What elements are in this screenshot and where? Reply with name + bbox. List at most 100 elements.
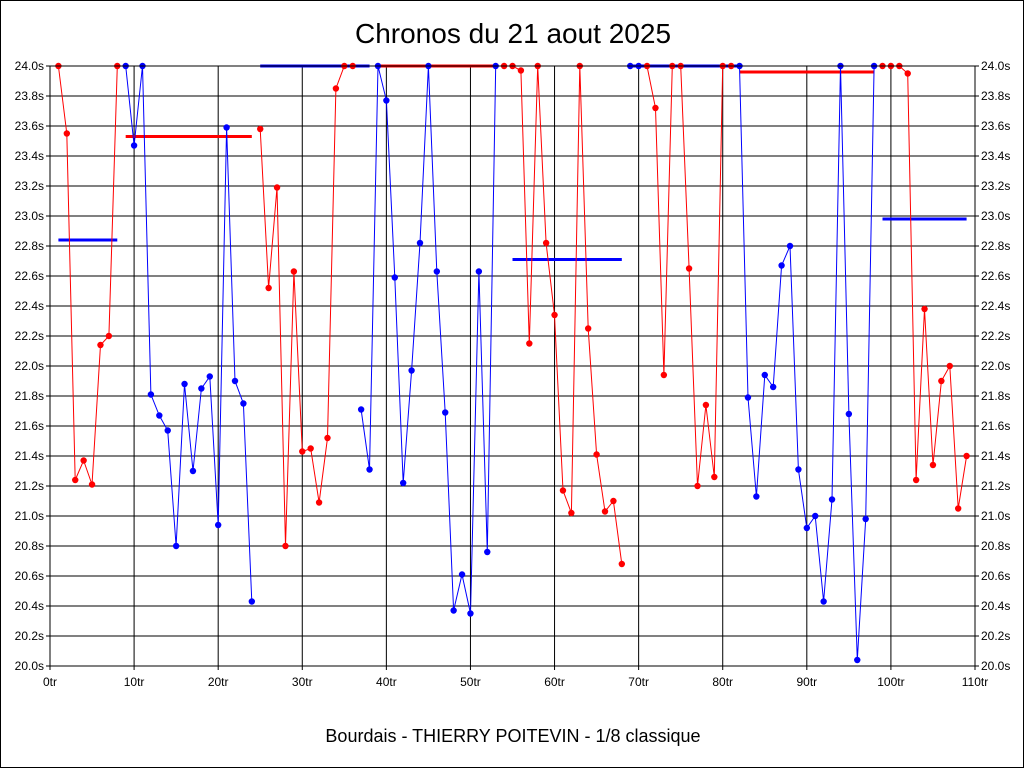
y-tick-label: 22.4s — [15, 299, 44, 313]
data-point — [408, 367, 415, 374]
data-point — [307, 445, 314, 452]
data-point — [475, 268, 483, 275]
y-axis-left: 20.0s 20.2s 20.4s 20.6s 20.8s 21.0s 21.2s 21.4s… — [15, 59, 50, 673]
data-point — [702, 401, 710, 409]
data-point — [542, 239, 550, 247]
data-point — [618, 560, 626, 568]
y-axis-right: 20.0s 20.2s 20.4s 20.6s 20.8s 21.0s 21.2s 21.4s… — [975, 59, 1010, 673]
data-point — [63, 130, 71, 137]
data-point — [72, 476, 79, 484]
series-6-red — [643, 62, 735, 490]
y-tick-label: 23.6s — [15, 119, 44, 133]
data-point — [80, 457, 87, 464]
data-point — [282, 542, 289, 550]
data-point — [744, 394, 752, 401]
y-tick-label: 22.0s — [15, 359, 44, 373]
data-point — [484, 548, 491, 556]
data-point — [526, 340, 533, 347]
plot-area — [49, 65, 976, 667]
x-tick-label: 110tr — [962, 675, 988, 689]
data-point — [130, 142, 138, 149]
data-point — [946, 362, 953, 370]
data-point — [240, 400, 247, 407]
y-tick-label: 24.0s — [15, 59, 44, 73]
data-point — [845, 410, 853, 418]
y-tick-label-right: 21.8s — [981, 389, 1010, 403]
data-point — [954, 505, 962, 512]
y-tick-label-right: 21.2s — [981, 479, 1010, 493]
y-tick-label-right: 20.0s — [981, 659, 1010, 673]
y-tick-label: 22.2s — [15, 329, 44, 343]
data-point — [357, 406, 365, 413]
x-tick-label: 30tr — [292, 675, 313, 689]
data-point — [660, 371, 668, 379]
x-tick-label: 10tr — [124, 675, 145, 689]
data-point — [265, 284, 272, 292]
chart-title: Chronos du 21 aout 2025 — [355, 18, 671, 49]
y-tick-label-right: 21.6s — [981, 419, 1010, 433]
data-point — [223, 124, 230, 131]
data-point — [820, 598, 827, 605]
y-tick-label-right: 20.2s — [981, 629, 1010, 643]
y-tick-label: 21.8s — [15, 389, 44, 403]
x-tick-label: 20tr — [208, 675, 229, 689]
data-point — [164, 427, 171, 434]
data-point — [769, 383, 777, 391]
y-tick-label-right: 23.2s — [981, 179, 1010, 193]
y-tick-label-right: 22.0s — [981, 359, 1010, 373]
data-point — [795, 466, 802, 473]
y-tick-label: 20.8s — [15, 539, 44, 553]
data-point — [156, 412, 163, 419]
data-point — [963, 452, 970, 460]
data-point — [248, 598, 256, 605]
data-point — [584, 325, 592, 332]
data-point — [467, 610, 474, 617]
data-point — [551, 311, 558, 319]
data-point — [214, 521, 222, 529]
series-2-red — [257, 62, 356, 550]
y-tick-label-right: 20.8s — [981, 539, 1010, 553]
data-point — [685, 265, 693, 272]
data-point — [761, 371, 768, 379]
series-line — [882, 65, 968, 509]
data-point — [912, 476, 920, 484]
data-point — [458, 571, 466, 578]
data-point — [862, 515, 869, 523]
data-point — [231, 377, 239, 385]
x-tick-label: 60tr — [544, 675, 565, 689]
data-point — [593, 451, 600, 458]
data-point — [299, 448, 306, 455]
data-point — [189, 467, 197, 475]
data-point — [198, 385, 205, 392]
data-point — [711, 473, 718, 481]
data-point — [399, 479, 407, 487]
y-tick-label-right: 22.2s — [981, 329, 1010, 343]
series-3-blue — [357, 62, 499, 617]
data-point — [921, 305, 928, 313]
data-point — [812, 512, 819, 520]
x-tick-label: 0tr — [43, 675, 57, 689]
data-point — [929, 461, 937, 469]
data-point — [568, 509, 575, 517]
series-line — [360, 65, 497, 614]
data-point — [324, 434, 331, 442]
data-point — [694, 482, 701, 490]
y-tick-label: 20.0s — [15, 659, 44, 673]
data-point — [332, 85, 340, 92]
y-tick-label: 22.6s — [15, 269, 44, 283]
x-tick-label: 70tr — [628, 675, 649, 689]
grid — [49, 65, 976, 667]
data-point — [854, 656, 861, 664]
data-point — [97, 341, 104, 349]
y-tick-label-right: 21.4s — [981, 449, 1010, 463]
data-point — [828, 496, 836, 503]
y-tick-label: 21.0s — [15, 509, 44, 523]
y-tick-label-right: 20.4s — [981, 599, 1010, 613]
data-point — [450, 607, 457, 614]
series-line — [125, 65, 253, 602]
series-0-red — [55, 62, 121, 488]
data-point — [315, 499, 323, 506]
y-tick-label-right: 23.0s — [981, 209, 1010, 223]
y-tick-label-right: 20.6s — [981, 569, 1010, 583]
series-7-blue — [736, 62, 878, 664]
